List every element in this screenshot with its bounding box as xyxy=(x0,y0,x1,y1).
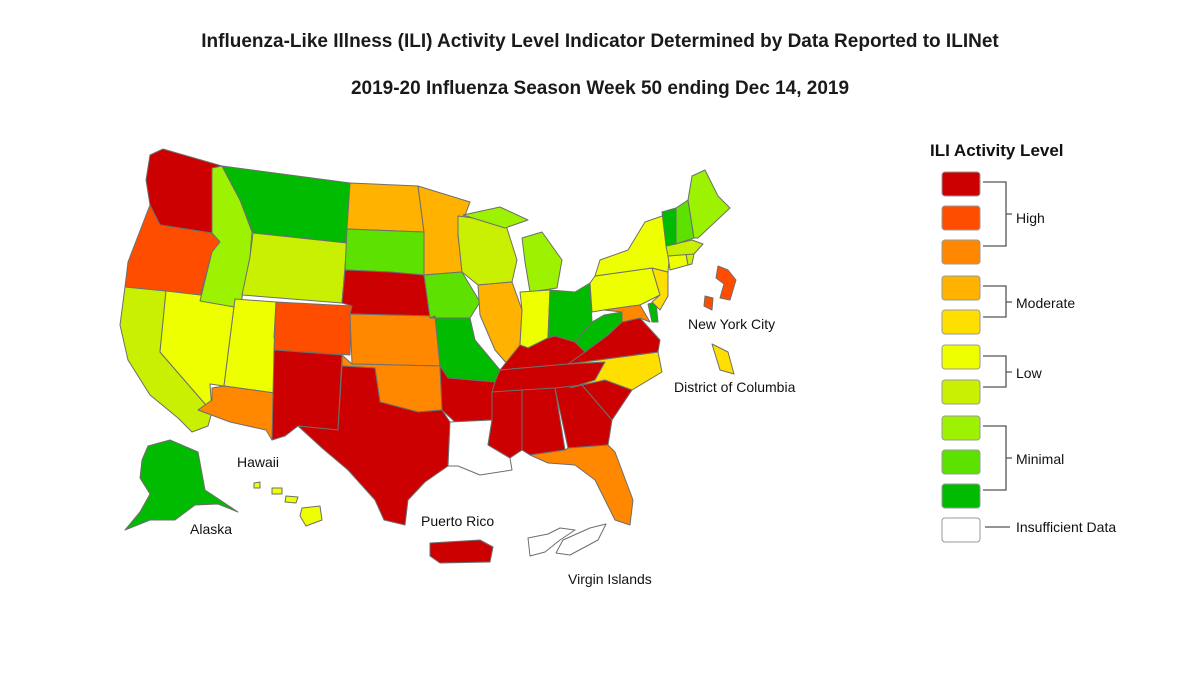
us-states-map xyxy=(119,148,737,564)
state-new-york[interactable] xyxy=(594,214,671,277)
state-florida[interactable] xyxy=(529,444,634,526)
legend-bracket-low xyxy=(983,355,1012,388)
legend-swatch-level-7 xyxy=(941,275,981,301)
map-subtitle: 2019-20 Influenza Season Week 50 ending … xyxy=(350,78,850,99)
legend-label-high: High xyxy=(1016,210,1045,226)
state-kansas[interactable] xyxy=(349,313,441,367)
label-district-of-columbia: District of Columbia xyxy=(674,379,796,395)
legend-title: ILI Activity Level xyxy=(930,141,1064,160)
legend-swatch-level-0 xyxy=(941,517,981,543)
state-south-dakota[interactable] xyxy=(344,228,425,276)
legend-swatch-level-8 xyxy=(941,239,981,265)
state-colorado[interactable] xyxy=(273,301,353,356)
state-texas[interactable] xyxy=(297,365,451,526)
legend-swatch-level-1 xyxy=(941,483,981,509)
legend-label-low: Low xyxy=(1016,365,1043,381)
legend-swatch-level-5 xyxy=(941,344,981,370)
state-michigan[interactable] xyxy=(462,206,563,293)
legend-swatch-level-2 xyxy=(941,449,981,475)
map-title: Influenza-Like Illness (ILI) Activity Le… xyxy=(201,31,999,52)
state-mississippi[interactable] xyxy=(487,389,523,459)
inset-district-of-columbia[interactable] xyxy=(711,343,735,375)
state-nebraska[interactable] xyxy=(341,269,436,317)
legend-bracket-moderate xyxy=(983,285,1012,318)
legend-swatch-level-9 xyxy=(941,205,981,231)
legend-swatch-level-4 xyxy=(941,379,981,405)
legend-label-insufficient: Insufficient Data xyxy=(1016,519,1116,535)
legend-bracket-minimal xyxy=(983,425,1012,491)
legend-label-minimal: Minimal xyxy=(1016,451,1064,467)
state-west-virginia[interactable] xyxy=(574,311,623,353)
state-alaska[interactable] xyxy=(124,439,239,531)
legend-swatch-level-3 xyxy=(941,415,981,441)
state-hawaii[interactable] xyxy=(253,481,323,527)
inset-new-york-city[interactable] xyxy=(703,265,737,311)
legend-label-moderate: Moderate xyxy=(1016,295,1075,311)
label-hawaii: Hawaii xyxy=(237,454,279,470)
state-rhode-island[interactable] xyxy=(685,253,695,266)
state-connecticut[interactable] xyxy=(667,253,689,271)
label-alaska: Alaska xyxy=(190,521,232,537)
legend-bracket-high xyxy=(983,181,1012,247)
state-maine[interactable] xyxy=(687,169,731,239)
label-virgin-islands: Virgin Islands xyxy=(568,571,652,587)
state-wyoming[interactable] xyxy=(241,232,348,304)
map-labels: New York City District of Columbia Hawai… xyxy=(190,316,796,587)
label-puerto-rico: Puerto Rico xyxy=(421,513,494,529)
legend-swatch-level-6 xyxy=(941,309,981,335)
state-maryland[interactable] xyxy=(603,304,651,323)
legend-swatch-level-10 xyxy=(941,171,981,197)
territory-puerto-rico[interactable] xyxy=(429,539,494,564)
territory-virgin-islands[interactable] xyxy=(527,523,607,557)
state-iowa[interactable] xyxy=(423,271,481,319)
legend: ILI Activity Level High Moderate Low Min… xyxy=(930,141,1116,543)
state-north-dakota[interactable] xyxy=(346,182,425,233)
label-new-york-city: New York City xyxy=(688,316,775,332)
state-north-carolina[interactable] xyxy=(567,351,663,391)
